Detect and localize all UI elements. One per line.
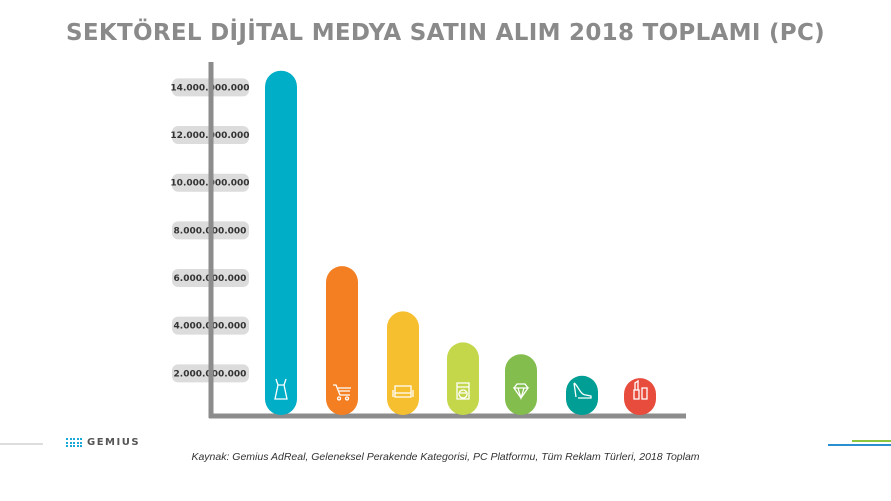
bar-lipstick: [624, 378, 656, 415]
bar-chart: 2.000.000.0004.000.000.0006.000.000.0008…: [170, 62, 686, 419]
washing-machine-icon: [456, 382, 470, 400]
diamond-icon: [512, 383, 530, 401]
high-heel-icon: [573, 382, 592, 399]
bar-sofa: [387, 311, 419, 415]
divider-right-blue: [828, 444, 891, 446]
sofa-icon: [392, 385, 414, 398]
lipstick-icon: [633, 379, 648, 400]
bar-high-heel: [566, 375, 598, 415]
logo-text: GEMIUS: [87, 437, 141, 448]
divider-left: [0, 443, 43, 445]
dress-icon: [274, 378, 288, 400]
shopping-cart-icon: [333, 384, 351, 401]
gemius-logo: GEMIUS: [66, 437, 140, 448]
chart-title: SEKTÖREL DİJİTAL MEDYA SATIN ALIM 2018 T…: [66, 20, 825, 46]
logo-dots-icon: [66, 438, 82, 447]
bar-dress: [265, 70, 297, 415]
divider-right-green: [852, 440, 891, 442]
source-note: Kaynak: Gemius AdReal, Geleneksel Perake…: [191, 451, 700, 463]
bar-shopping-cart: [326, 266, 358, 415]
bar-washing-machine: [447, 342, 479, 415]
